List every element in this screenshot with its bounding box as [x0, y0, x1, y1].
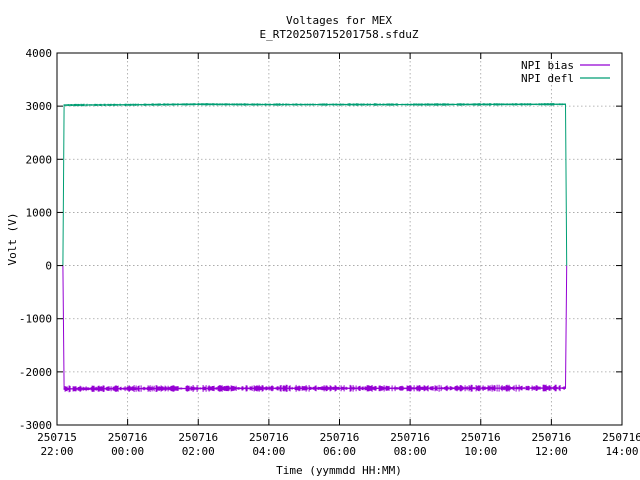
chart-subtitle: E_RT20250715201758.sfduZ — [260, 28, 419, 41]
x-tick-time: 10:00 — [464, 445, 497, 458]
x-tick-date: 250716 — [249, 431, 289, 444]
series-noise-npi-defl — [63, 103, 566, 107]
x-axis-label: Time (yymmdd HH:MM) — [276, 464, 402, 477]
series-npi-bias — [62, 265, 568, 393]
y-tick-label: -3000 — [19, 419, 52, 432]
x-tick-time: 14:00 — [605, 445, 638, 458]
ticks — [56, 52, 623, 426]
x-tick-date: 250716 — [320, 431, 360, 444]
series-line-npi-bias — [62, 265, 568, 390]
x-tick-time: 04:00 — [252, 445, 285, 458]
y-tick-label: 0 — [45, 260, 52, 273]
x-tick-time: 22:00 — [40, 445, 73, 458]
legend-label-npi-bias: NPI bias — [521, 59, 574, 72]
x-tick-date: 250715 — [37, 431, 77, 444]
y-axis-label: Volt (V) — [6, 213, 19, 266]
x-tick-time: 02:00 — [182, 445, 215, 458]
x-tick-time: 12:00 — [535, 445, 568, 458]
chart-title: Voltages for MEX — [286, 14, 392, 27]
y-tick-label: -1000 — [19, 313, 52, 326]
y-tick-label: -2000 — [19, 366, 52, 379]
legend-label-npi-defl: NPI defl — [521, 72, 574, 85]
x-tick-time: 06:00 — [323, 445, 356, 458]
x-tick-date: 250716 — [461, 431, 501, 444]
series-layer — [62, 103, 568, 393]
series-npi-defl — [62, 103, 568, 266]
x-tick-date: 250716 — [108, 431, 148, 444]
x-tick-time: 08:00 — [394, 445, 427, 458]
y-tick-label: 2000 — [26, 153, 53, 166]
x-tick-date: 250716 — [390, 431, 430, 444]
x-tick-time: 00:00 — [111, 445, 144, 458]
y-tick-label: 4000 — [26, 47, 53, 60]
x-tick-date: 250716 — [532, 431, 572, 444]
y-tick-label: 3000 — [26, 100, 53, 113]
tick-labels: -3000 -2000 -1000 0 1000 2000 3000 4000 25071522… — [19, 47, 640, 458]
y-tick-label: 1000 — [26, 206, 53, 219]
x-tick-date: 250716 — [178, 431, 218, 444]
grid — [56, 52, 623, 426]
series-noise-npi-bias — [63, 384, 566, 393]
x-tick-date: 250716 — [602, 431, 640, 444]
series-line-npi-defl — [62, 103, 568, 266]
